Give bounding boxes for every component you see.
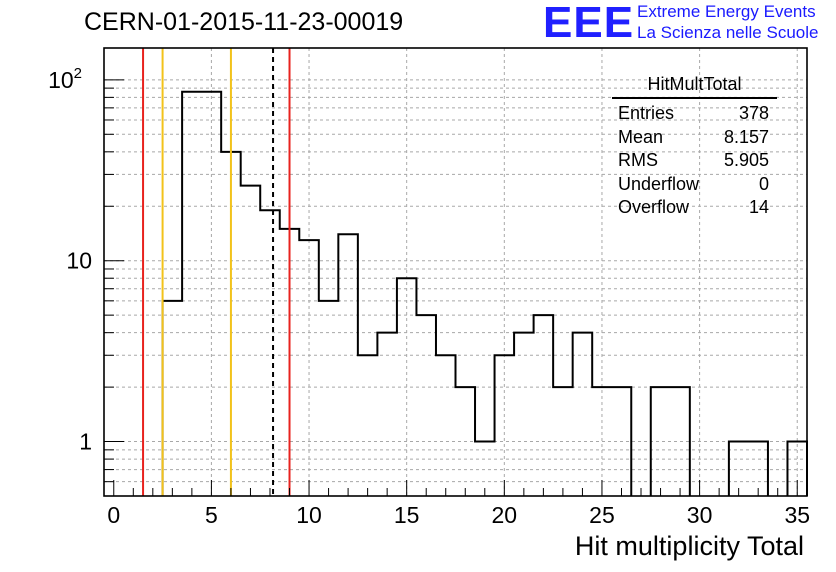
histogram-bin [377,333,397,496]
logo-caption-line1: Extreme Energy Events [637,2,816,21]
histogram-bin [436,355,456,496]
histogram-bin [651,387,671,496]
histogram-bin [592,387,612,496]
histogram-bin [163,301,183,496]
x-tick-label: 20 [492,502,518,528]
x-tick-label: 15 [394,502,420,528]
stats-label: Entries [618,103,675,123]
stats-label: Underflow [618,173,700,194]
stats-title: HitMultTotal [612,74,777,99]
histogram-layer [161,90,808,496]
logo-caption-line2: La Scienza nelle Scuole [637,23,819,42]
x-tick-label: 30 [687,502,713,528]
x-tick-label: 25 [589,502,615,528]
x-axis-title: Hit multiplicity Total [574,531,804,561]
x-tick-label: 10 [296,502,322,528]
histogram-bin [358,355,378,496]
marker-lines-layer [142,48,291,496]
histogram-bin [182,92,202,496]
eee-logo: EEE [543,0,635,47]
stats-row-rms: RMS 5.905 [612,149,777,173]
histogram-bin [416,315,436,496]
stats-row-mean: Mean 8.157 [612,126,777,150]
histogram-bin [338,234,358,496]
histogram-bin [514,333,534,496]
plot-frame [103,47,808,497]
stats-value: 5.905 [723,150,769,170]
histogram-bin [534,315,554,496]
stats-value: 14 [748,197,769,217]
histogram-bin [729,442,749,496]
x-tick-label: 35 [784,502,810,528]
stats-value: 378 [738,103,769,123]
stats-row-underflow: Underflow 0 [612,173,777,197]
histogram-bin [553,387,573,496]
histogram-bin [573,333,593,496]
histogram-outline [161,90,808,496]
stats-row-overflow: Overflow 14 [612,196,777,220]
histogram-bin [299,240,319,496]
histogram-bin [475,442,495,496]
y-tick-label: 1 [79,429,92,455]
histogram-bin [202,92,222,496]
stats-label: Mean [618,126,664,147]
histogram-bin [612,387,632,496]
histogram-bin [241,186,261,496]
histogram-bin [456,387,476,496]
x-tick-label: 0 [107,502,120,528]
stats-row-entries: Entries 378 [612,102,777,126]
run-title: CERN-01-2015-11-23-00019 [84,8,404,36]
y-tick-label: 102 [48,65,82,93]
stats-label: RMS [618,150,658,170]
histogram-bin [397,278,417,496]
stats-value: 0 [758,173,769,194]
stats-label: Overflow [618,197,690,217]
x-tick-label: 5 [205,502,218,528]
y-tick-label: 10 [66,248,92,274]
stats-value: 8.157 [723,126,769,147]
histogram-bin [319,301,339,496]
grid-layer [104,48,807,497]
histogram-bin [260,210,280,496]
histogram-bin [748,442,768,496]
histogram-bin [670,387,690,496]
stats-box: HitMultTotal Entries 378 Mean 8.157 RMS … [612,74,777,220]
histogram-bin [495,355,515,496]
